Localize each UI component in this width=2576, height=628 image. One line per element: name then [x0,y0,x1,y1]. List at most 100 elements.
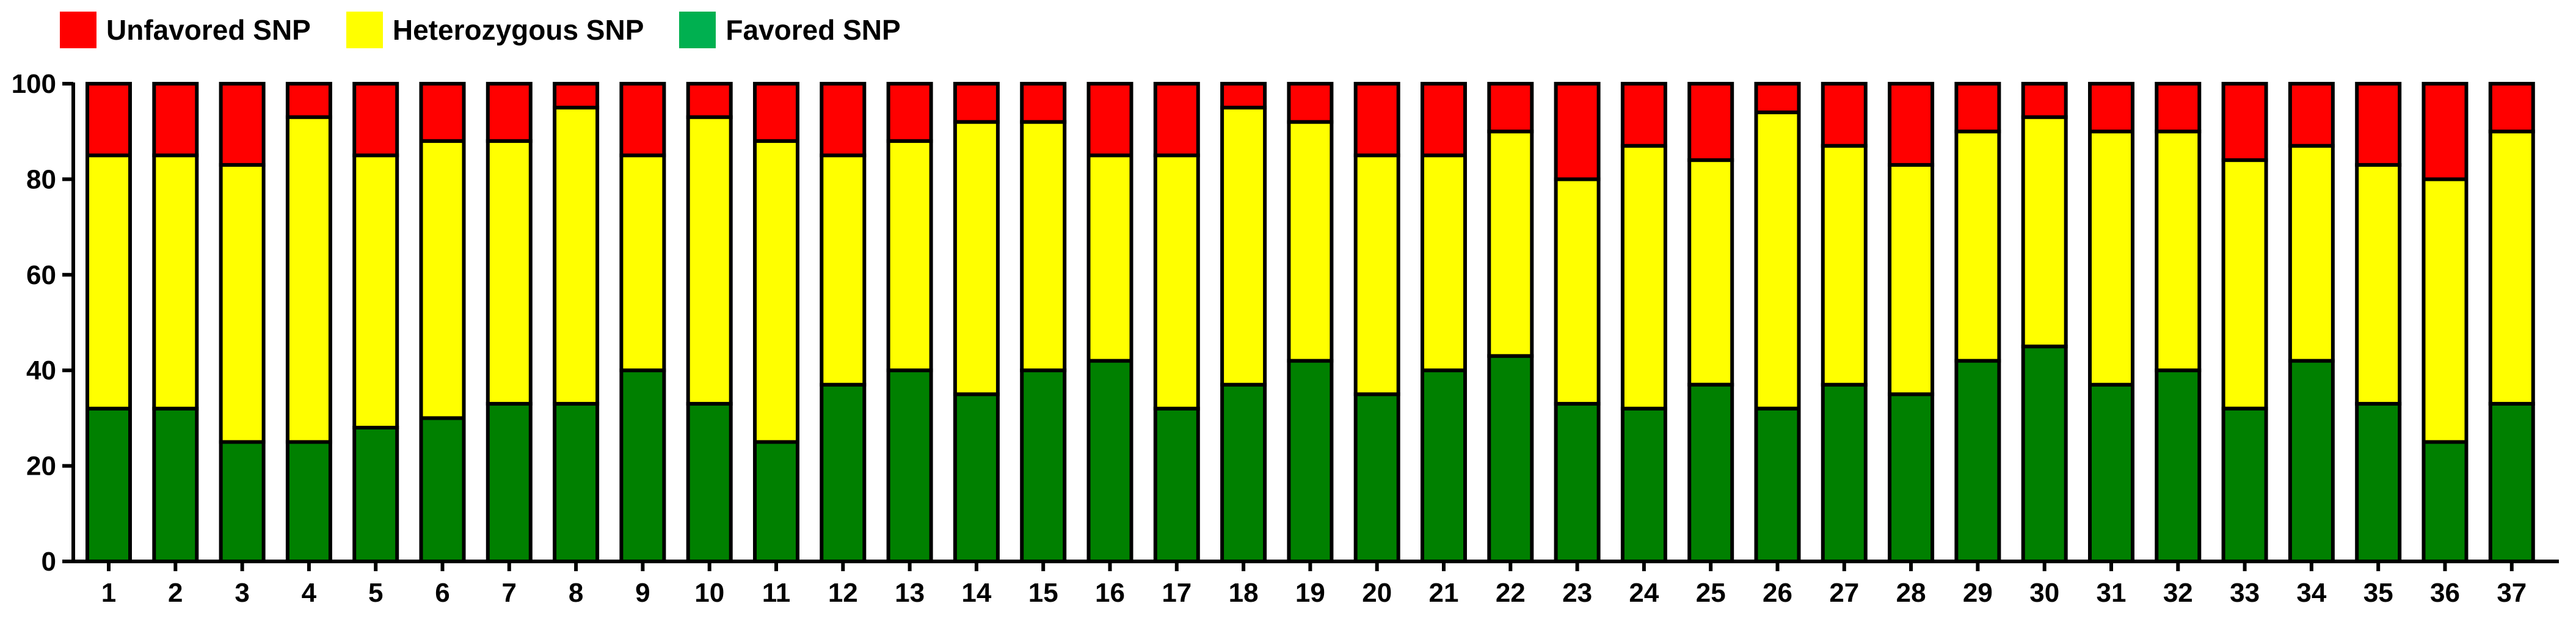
bar-8-heterozygous-snp [553,106,600,406]
x-tick-label-16: 16 [1095,578,1125,608]
x-tick-label-33: 33 [2230,578,2260,608]
x-tick-label-23: 23 [1562,578,1592,608]
bar-37-unfavored-snp [2488,82,2535,134]
legend-swatch-heterozygous [346,12,383,48]
bar-23-heterozygous-snp [1554,177,1601,406]
bar-7-favored-snp [486,401,533,564]
bar-11-heterozygous-snp [753,139,799,444]
x-tick-label-9: 9 [635,578,650,608]
bar-34-favored-snp [2288,359,2335,563]
bars-group [86,82,2535,564]
bar-25-unfavored-snp [1687,82,1734,162]
x-tick-label-1: 1 [101,578,116,608]
x-tick-label-20: 20 [1362,578,1392,608]
bar-37-favored-snp [2488,401,2535,564]
x-tick-label-32: 32 [2163,578,2193,608]
bar-11-unfavored-snp [753,82,799,143]
bar-15-unfavored-snp [1020,82,1067,124]
bar-23-unfavored-snp [1554,82,1601,181]
x-tick-label-6: 6 [435,578,449,608]
bar-31-unfavored-snp [2088,82,2134,134]
bar-15-favored-snp [1020,368,1067,563]
x-tick-label-35: 35 [2363,578,2393,608]
bar-3-unfavored-snp [219,82,266,167]
legend-label-unfavored: Unfavored SNP [106,14,311,46]
x-tick-label-14: 14 [961,578,991,608]
bar-9-unfavored-snp [619,82,666,158]
x-tick-label-21: 21 [1429,578,1459,608]
x-tick-label-37: 37 [2497,578,2527,608]
bar-30-unfavored-snp [2021,82,2068,119]
bar-29-heterozygous-snp [1954,130,2001,363]
x-tick-label-36: 36 [2430,578,2460,608]
bar-25-favored-snp [1687,382,1734,563]
bar-10-unfavored-snp [686,82,733,119]
y-tick-label-60: 60 [26,260,56,290]
x-tick-label-31: 31 [2097,578,2127,608]
x-tick-label-10: 10 [694,578,724,608]
x-tick-label-26: 26 [1763,578,1792,608]
bar-13-unfavored-snp [886,82,933,143]
bar-2-favored-snp [152,406,199,563]
bar-20-heterozygous-snp [1353,153,1400,396]
bar-7-heterozygous-snp [486,139,533,406]
bar-12-unfavored-snp [820,82,867,158]
bar-12-favored-snp [820,382,867,563]
bar-26-favored-snp [1754,406,1801,563]
legend-item-unfavored: Unfavored SNP [60,12,311,48]
x-tick-label-5: 5 [368,578,383,608]
bar-10-favored-snp [686,401,733,564]
bar-37-heterozygous-snp [2488,130,2535,406]
bar-7-unfavored-snp [486,82,533,143]
bar-5-favored-snp [352,426,399,563]
bar-29-unfavored-snp [1954,82,2001,134]
x-tick-label-4: 4 [302,578,317,608]
bar-5-heterozygous-snp [352,153,399,430]
y-tick-label-0: 0 [42,547,56,577]
x-tick-label-27: 27 [1829,578,1859,608]
bar-21-unfavored-snp [1421,82,1467,158]
bar-24-heterozygous-snp [1620,144,1667,411]
bar-13-heterozygous-snp [886,139,933,373]
x-tick-label-30: 30 [2029,578,2059,608]
bar-16-unfavored-snp [1086,82,1133,158]
x-tick-label-24: 24 [1629,578,1659,608]
legend-item-heterozygous: Heterozygous SNP [346,12,644,48]
x-tick-label-15: 15 [1028,578,1058,608]
x-tick-label-8: 8 [569,578,583,608]
bar-26-heterozygous-snp [1754,110,1801,411]
bar-17-unfavored-snp [1153,82,1200,158]
x-tick-label-22: 22 [1496,578,1526,608]
bar-19-favored-snp [1287,359,1334,563]
bar-18-unfavored-snp [1220,82,1267,110]
bar-12-heterozygous-snp [820,153,867,387]
bar-21-favored-snp [1421,368,1467,563]
bar-3-heterozygous-snp [219,162,266,444]
x-tick-label-12: 12 [828,578,858,608]
bar-6-unfavored-snp [419,82,466,143]
bar-31-heterozygous-snp [2088,130,2134,387]
x-tick-label-28: 28 [1896,578,1926,608]
bar-22-heterozygous-snp [1487,130,1534,358]
bar-1-unfavored-snp [86,82,132,158]
bar-35-favored-snp [2355,401,2402,564]
bar-1-favored-snp [86,406,132,563]
x-tick-label-34: 34 [2296,578,2326,608]
bar-22-favored-snp [1487,354,1534,563]
bar-27-unfavored-snp [1821,82,1868,148]
bar-4-unfavored-snp [285,82,332,119]
bar-27-favored-snp [1821,382,1868,563]
bar-16-favored-snp [1086,359,1133,563]
bar-8-favored-snp [553,401,600,564]
bar-24-unfavored-snp [1620,82,1667,148]
bar-28-favored-snp [1888,392,1935,563]
bar-27-heterozygous-snp [1821,144,1868,387]
bar-1-heterozygous-snp [86,153,132,411]
x-tick-label-18: 18 [1229,578,1259,608]
y-tick-label-40: 40 [26,356,56,385]
bar-15-heterozygous-snp [1020,120,1067,373]
legend-swatch-favored [679,12,716,48]
bar-29-favored-snp [1954,359,2001,563]
y-tick-label-80: 80 [26,164,56,194]
